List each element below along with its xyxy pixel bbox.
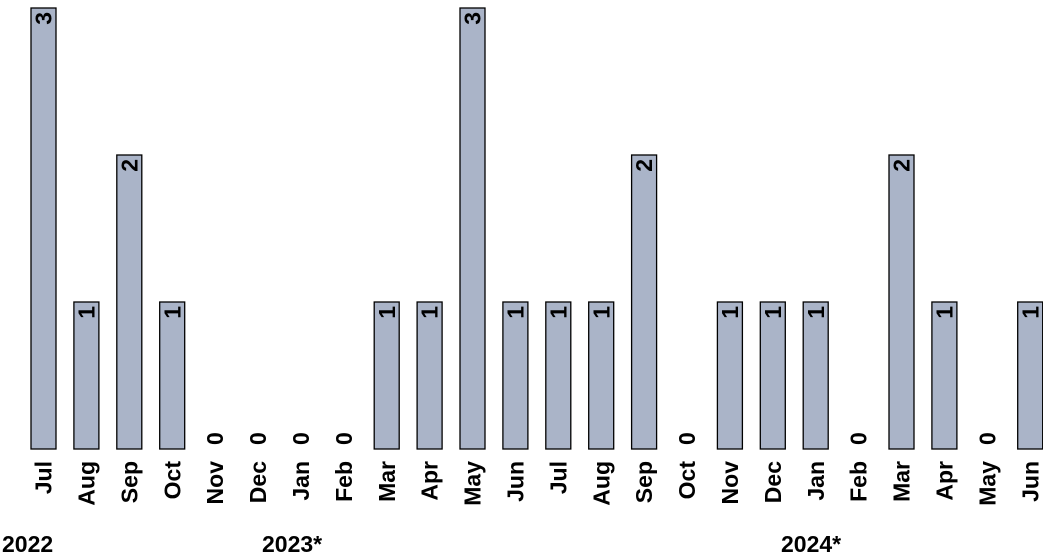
value-label-13: 1 [588, 306, 614, 319]
month-label-13: Aug [588, 461, 614, 506]
year-label-1: 2023* [262, 531, 322, 557]
value-label-22: 0 [974, 432, 1000, 445]
month-label-9: Apr [417, 461, 443, 501]
month-label-21: Apr [931, 461, 957, 501]
bar-23-jun [1018, 302, 1043, 449]
value-label-2: 2 [116, 159, 142, 172]
value-label-6: 0 [288, 432, 314, 445]
month-label-17: Dec [760, 461, 786, 503]
month-label-0: Jul [31, 461, 57, 494]
bar-8-mar [374, 302, 399, 449]
month-label-19: Feb [846, 461, 872, 502]
value-label-7: 0 [331, 432, 357, 445]
bar-20-mar [889, 155, 914, 449]
month-label-6: Jan [288, 461, 314, 501]
bar-9-apr [417, 302, 442, 449]
month-label-3: Oct [159, 461, 185, 500]
value-label-16: 1 [717, 306, 743, 319]
month-label-23: Jun [1017, 461, 1043, 502]
bars-group [31, 8, 1043, 449]
bar-16-nov [717, 302, 742, 449]
bar-3-oct [160, 302, 185, 449]
value-label-23: 1 [1017, 306, 1043, 319]
value-label-8: 1 [374, 306, 400, 319]
month-label-7: Feb [331, 461, 357, 502]
value-label-11: 1 [502, 306, 528, 319]
bar-11-jun [503, 302, 528, 449]
value-label-17: 1 [760, 306, 786, 319]
bar-18-jan [803, 302, 828, 449]
month-label-11: Jun [502, 461, 528, 502]
bar-2-sep [117, 155, 142, 449]
bar-21-apr [932, 302, 957, 449]
month-labels-group: Jul Aug Sep Oct Nov Dec Jan Feb Mar Apr May Jun Jul A… [31, 461, 1043, 506]
value-label-21: 1 [931, 306, 957, 319]
year-label-2: 2024* [781, 531, 841, 557]
month-label-2: Sep [116, 461, 142, 503]
month-label-20: Mar [889, 461, 915, 502]
value-label-12: 1 [545, 306, 571, 319]
month-label-18: Jan [803, 461, 829, 501]
bar-13-aug [589, 302, 614, 449]
month-label-8: Mar [374, 461, 400, 502]
bar-14-sep [632, 155, 657, 449]
month-label-22: May [974, 461, 1000, 506]
value-label-15: 0 [674, 432, 700, 445]
value-label-9: 1 [417, 306, 443, 319]
value-label-19: 0 [846, 432, 872, 445]
year-label-0: 2022 [2, 531, 53, 557]
year-labels-group: 2022 2023* 2024* [2, 531, 841, 557]
month-label-10: May [460, 461, 486, 506]
value-label-4: 0 [202, 432, 228, 445]
month-label-4: Nov [202, 461, 228, 505]
value-label-14: 2 [631, 159, 657, 172]
value-label-18: 1 [803, 306, 829, 319]
bar-0-jul [31, 8, 56, 449]
bar-12-jul [546, 302, 571, 449]
bar-1-aug [74, 302, 99, 449]
month-label-15: Oct [674, 461, 700, 500]
bar-17-dec [760, 302, 785, 449]
value-label-0: 3 [31, 12, 57, 25]
value-label-3: 1 [159, 306, 185, 319]
value-label-20: 2 [889, 159, 915, 172]
month-label-5: Dec [245, 461, 271, 503]
value-label-10: 3 [460, 12, 486, 25]
month-label-14: Sep [631, 461, 657, 503]
month-label-16: Nov [717, 461, 743, 505]
month-label-1: Aug [73, 461, 99, 506]
bar-10-may [460, 8, 485, 449]
value-label-5: 0 [245, 432, 271, 445]
value-label-1: 1 [73, 306, 99, 319]
month-label-12: Jul [545, 461, 571, 494]
